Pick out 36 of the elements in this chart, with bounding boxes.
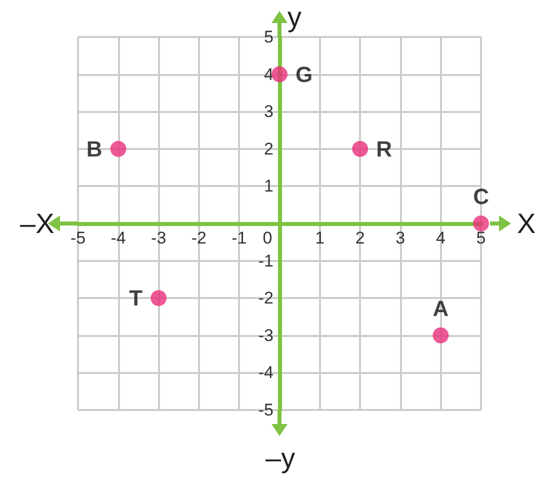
point xyxy=(432,327,449,344)
annotation: G xyxy=(296,62,313,87)
point xyxy=(110,140,126,157)
x-tick-label: 1 xyxy=(315,228,325,248)
x-tick-label: -2 xyxy=(191,228,206,248)
x-axis-title: X xyxy=(517,208,536,239)
x-tick-label: 4 xyxy=(436,228,446,248)
y-tick-label: 3 xyxy=(264,102,274,122)
point xyxy=(150,290,167,306)
x-tick-label: 0 xyxy=(262,228,272,248)
y-tick-label: 5 xyxy=(264,28,274,46)
y-axis-title: y xyxy=(288,2,302,32)
annotation: T xyxy=(129,286,144,311)
y-tick-label: 1 xyxy=(264,176,274,196)
point xyxy=(272,66,288,82)
x-tick-label: 2 xyxy=(355,228,365,248)
y-tick-label: -3 xyxy=(258,326,274,345)
annotation: A xyxy=(432,296,449,321)
annotation: R xyxy=(376,136,392,162)
x-tick-label: -1 xyxy=(232,228,247,248)
y-tick-label: -1 xyxy=(258,251,274,270)
x-tick-label: -5 xyxy=(70,228,86,248)
text: –y xyxy=(266,442,296,474)
y-tick-label: -4 xyxy=(258,363,274,382)
annotation: C xyxy=(473,184,490,209)
y-tick-label: -2 xyxy=(258,288,274,308)
text: –X xyxy=(20,208,55,239)
x-tick-label: -3 xyxy=(151,228,166,248)
annotation: B xyxy=(86,136,102,162)
y-tick-label: -5 xyxy=(258,400,274,420)
y-tick-label: 2 xyxy=(264,139,274,158)
x-tick-label: -4 xyxy=(110,228,126,248)
x-tick-label: 3 xyxy=(396,228,406,248)
point xyxy=(473,216,489,232)
point xyxy=(352,140,368,157)
x-tick-label: 5 xyxy=(476,228,486,248)
